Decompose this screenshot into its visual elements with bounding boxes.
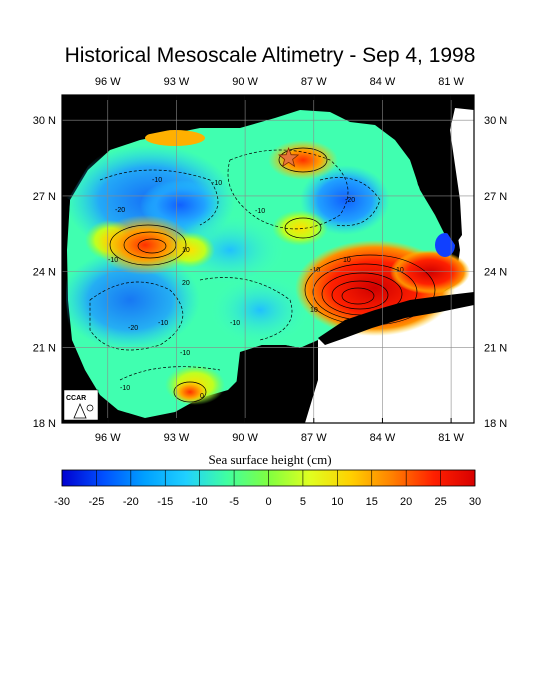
lat-tick-label: 24 N <box>484 267 507 279</box>
contour-label: 10 <box>182 247 190 254</box>
ccar-logo: CCAR <box>63 389 99 421</box>
colorbar-tick-label: -20 <box>123 496 139 508</box>
lon-tick-label: 87 W <box>301 76 327 88</box>
colorbar-tick-label: 15 <box>366 496 378 508</box>
colorbar-title: Sea surface height (cm) <box>208 452 332 467</box>
lon-tick-label: 90 W <box>232 432 258 444</box>
yucatan <box>235 340 318 423</box>
grid-lines <box>62 95 474 423</box>
colorbar-tick-label: 25 <box>434 496 446 508</box>
lat-tick-label: 21 N <box>33 342 56 354</box>
colorbar-tick-label: -10 <box>192 496 208 508</box>
lat-tick-label: 18 N <box>484 418 507 430</box>
contour-label: -10 <box>108 257 118 264</box>
colorbar-ticks: -30 -25 -20 -15 -10 -5 0 5 10 15 20 25 30 <box>54 470 481 508</box>
lon-tick-label: 93 W <box>164 76 190 88</box>
contour-label: -20 <box>345 197 355 204</box>
lat-tick-label: 18 N <box>33 418 56 430</box>
colorbar-tick-label: 10 <box>331 496 343 508</box>
lon-tick-label: 87 W <box>301 432 327 444</box>
colorbar-tick-label: 30 <box>469 496 481 508</box>
colorbar-tick-label: -5 <box>229 496 239 508</box>
lon-tick-label: 96 W <box>95 432 121 444</box>
contour-label: -10 <box>230 320 240 327</box>
contour-label: 20 <box>182 280 190 287</box>
contour-label: 10 <box>396 267 404 274</box>
contour-label: -20 <box>128 325 138 332</box>
map-frame <box>61 94 475 424</box>
contour-label: -10 <box>152 177 162 184</box>
map-title: Historical Mesoscale Altimetry - Sep 4, … <box>64 44 476 67</box>
lat-tick-label: 21 N <box>484 342 507 354</box>
lat-tick-label: 27 N <box>33 191 56 203</box>
cuba <box>318 292 474 345</box>
logo-text: CCAR <box>66 395 86 402</box>
lon-tick-label: 81 W <box>438 432 464 444</box>
contour-label: -10 <box>158 320 168 327</box>
contour-label: -20 <box>115 207 125 214</box>
colorbar-tick-label: -30 <box>54 496 70 508</box>
contour-label: 0 <box>200 393 204 400</box>
ssh-blobs <box>62 130 470 405</box>
lat-tick-label: 24 N <box>33 267 56 279</box>
axis-ticks: 96 W 96 W 93 W 93 W 90 W 90 W 87 W 87 W 84 W 84 W… <box>33 76 508 444</box>
lon-tick-label: 96 W <box>95 76 121 88</box>
florida <box>395 95 474 245</box>
lat-tick-label: 27 N <box>484 191 507 203</box>
contour-label: -10 <box>212 180 222 187</box>
lat-tick-label: 30 N <box>33 115 56 127</box>
colorbar-tick-label: 0 <box>265 496 271 508</box>
colorbar-tick-label: 5 <box>300 496 306 508</box>
lon-tick-label: 84 W <box>370 432 396 444</box>
contour-label: -10 <box>255 208 265 215</box>
lon-tick-label: 84 W <box>370 76 396 88</box>
colorbar-tick-label: 20 <box>400 496 412 508</box>
lat-tick-label: 30 N <box>484 115 507 127</box>
caribbean-blank <box>270 295 474 423</box>
contour-label: -10 <box>310 267 320 274</box>
contour-label: -10 <box>180 350 190 357</box>
us-coast <box>62 95 474 200</box>
contour-labels: -10 -20 -10 -10 10 -10 -20 20 -10 -10 -20 -10 10 -10 -… <box>108 177 404 400</box>
lon-tick-label: 90 W <box>232 76 258 88</box>
map-area: -10 -20 -10 -10 10 -10 -20 20 -10 -10 -20 -10 10 -10 -… <box>62 95 474 423</box>
station-star-icon <box>278 146 300 168</box>
lon-tick-label: 81 W <box>438 76 464 88</box>
lon-tick-label: 93 W <box>164 432 190 444</box>
contour-label: -10 <box>120 385 130 392</box>
contour-label: 10 <box>343 257 351 264</box>
colorbar-tick-label: -25 <box>88 496 104 508</box>
colorbar-tick-label: -15 <box>157 496 173 508</box>
